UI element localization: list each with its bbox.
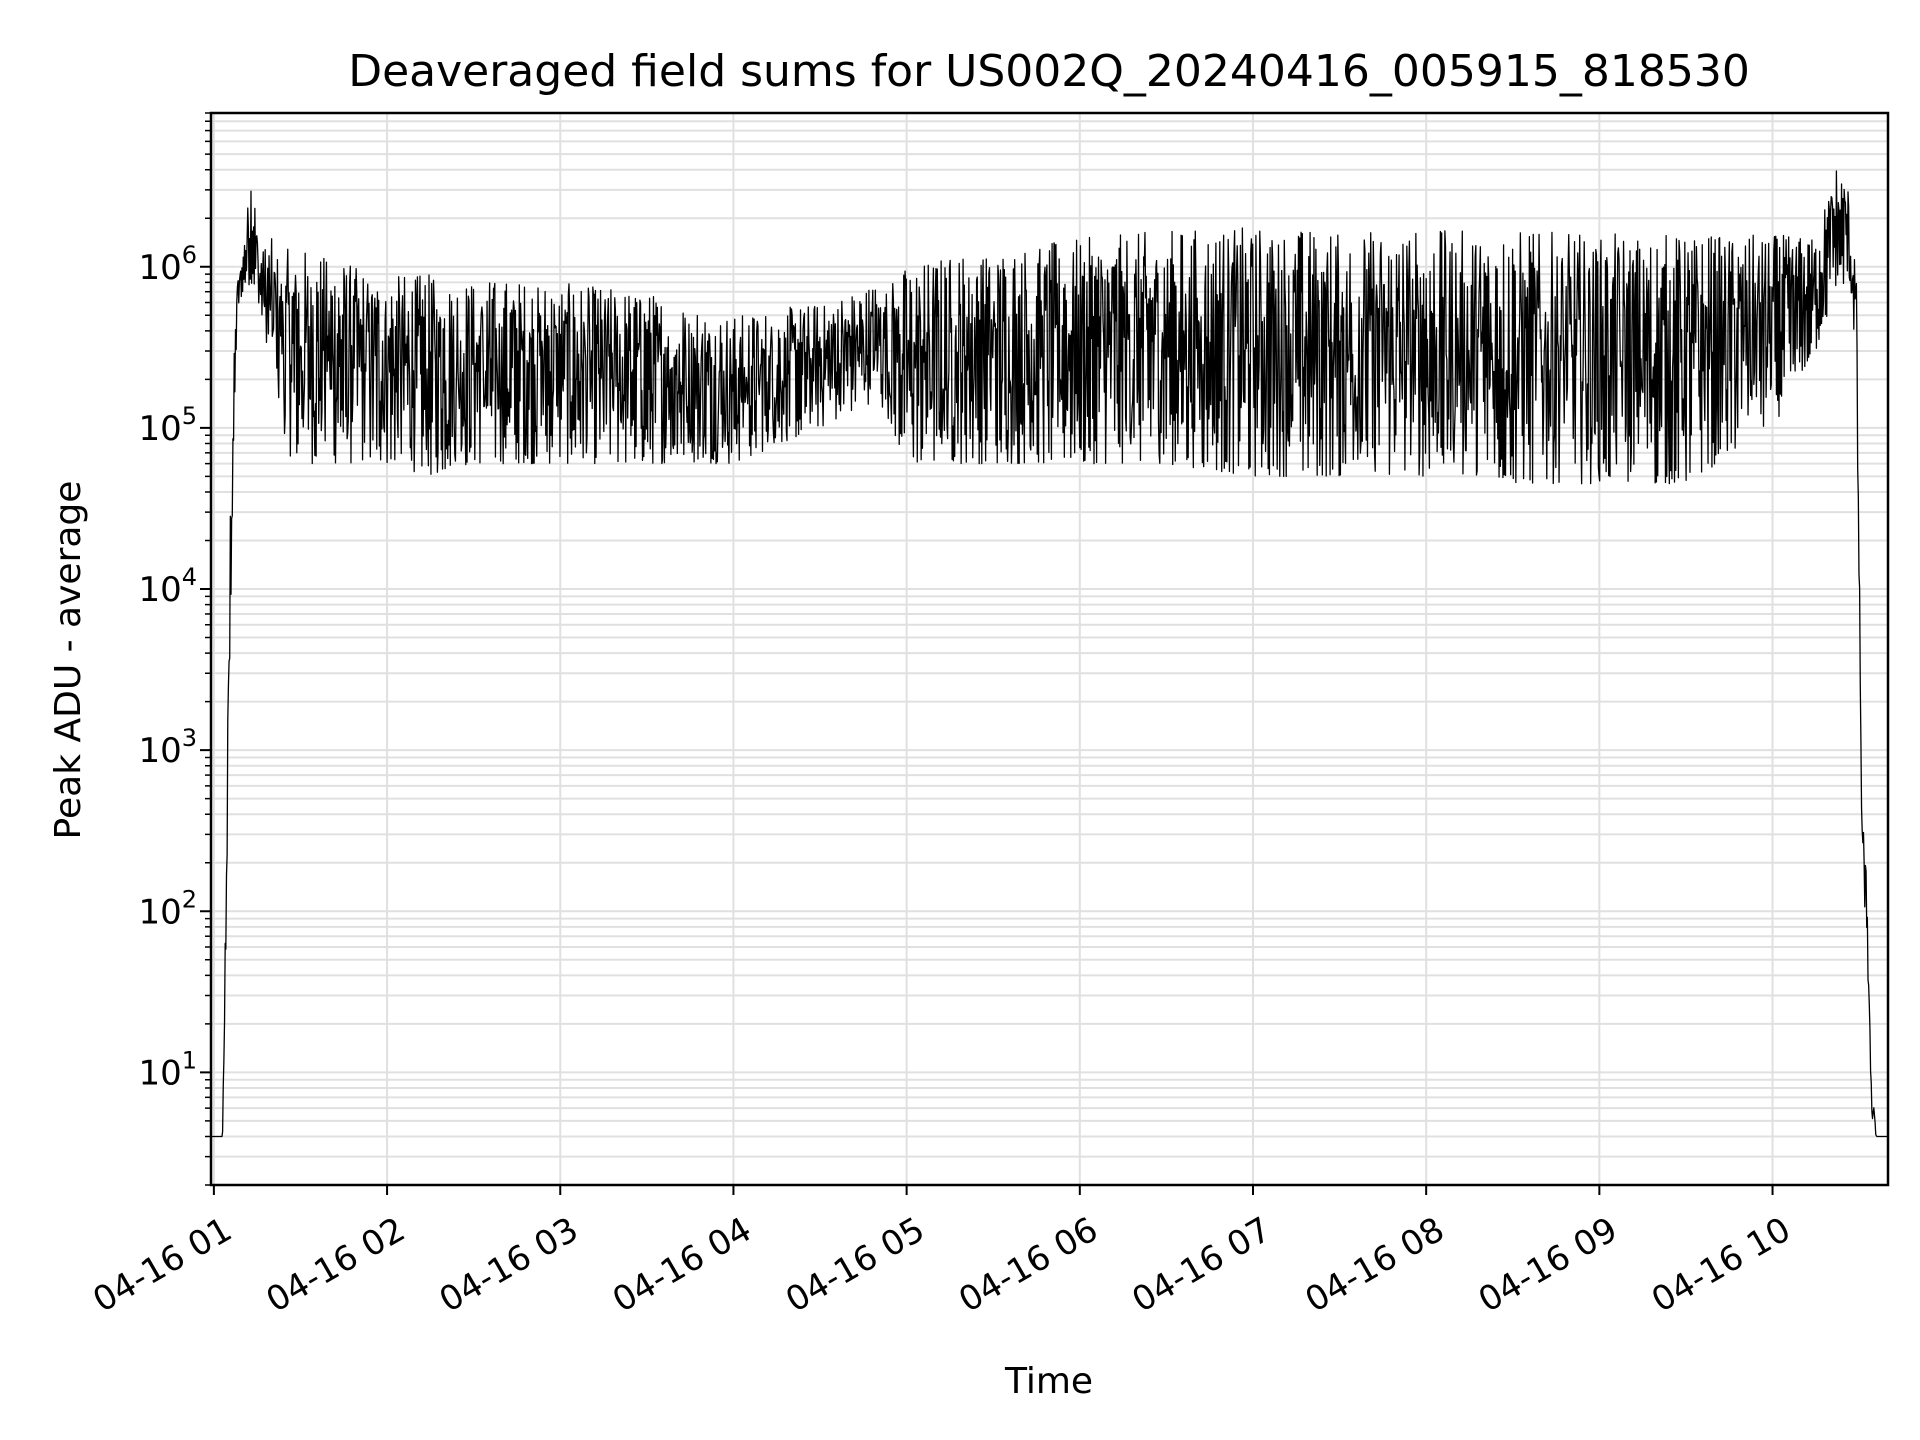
y-tick-label: 104 [138, 563, 197, 610]
data-layer [210, 170, 1889, 1138]
y-tick-label: 105 [138, 402, 197, 449]
y-tick-label: 102 [138, 885, 197, 932]
y-tick-label: 103 [138, 724, 197, 771]
plot-frame [209, 111, 1890, 1187]
y-axis-label: Peak ADU - average [48, 481, 89, 840]
x-axis-label: Time [1004, 1361, 1093, 1402]
data-line [210, 170, 1889, 1138]
y-tick-label: 106 [138, 241, 197, 288]
chart-title: Deaveraged field sums for US002Q_2024041… [348, 46, 1750, 97]
y-tick-label: 101 [138, 1046, 197, 1093]
